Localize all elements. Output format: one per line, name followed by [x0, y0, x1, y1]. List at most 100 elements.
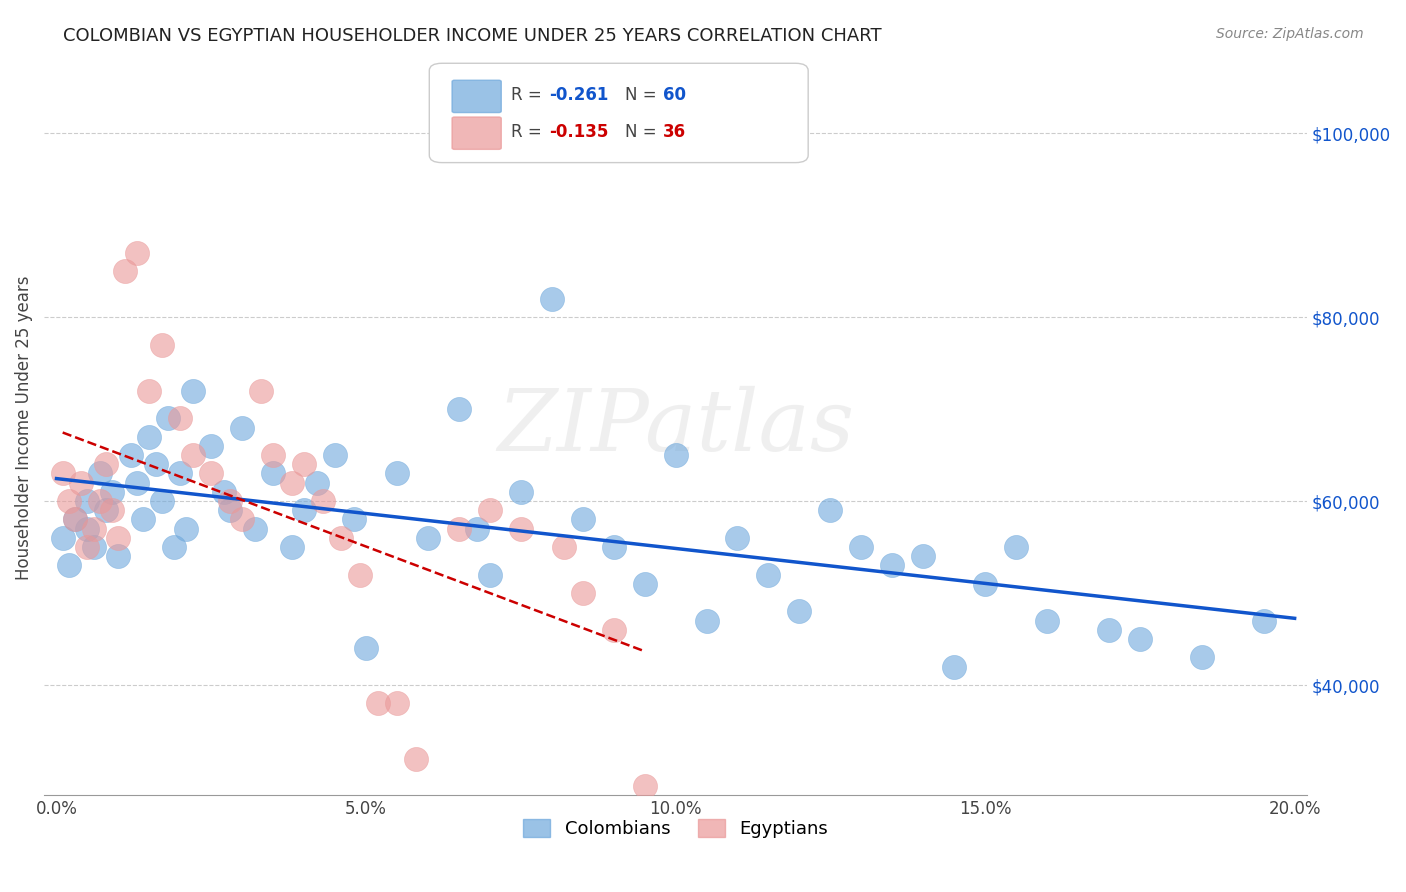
Point	[447, 402, 470, 417]
Point	[478, 567, 501, 582]
Text: R =: R =	[512, 123, 547, 141]
Point	[83, 522, 105, 536]
Point	[633, 577, 655, 591]
Point	[509, 484, 531, 499]
Point	[181, 448, 204, 462]
Point	[385, 467, 408, 481]
Point	[312, 494, 335, 508]
Text: -0.135: -0.135	[550, 123, 609, 141]
Point	[101, 503, 124, 517]
Point	[138, 430, 160, 444]
Point	[120, 448, 142, 462]
Point	[540, 292, 562, 306]
Point	[107, 549, 129, 564]
Point	[943, 659, 966, 673]
Point	[169, 411, 191, 425]
Point	[602, 623, 624, 637]
Point	[156, 411, 179, 425]
Point	[367, 697, 389, 711]
Point	[478, 503, 501, 517]
Point	[416, 531, 439, 545]
FancyBboxPatch shape	[451, 80, 502, 112]
Point	[1098, 623, 1121, 637]
Point	[218, 494, 240, 508]
Point	[101, 484, 124, 499]
Point	[243, 522, 266, 536]
Point	[83, 540, 105, 554]
Point	[63, 512, 86, 526]
Text: R =: R =	[512, 86, 547, 104]
Point	[132, 512, 155, 526]
Point	[200, 439, 222, 453]
Point	[664, 448, 686, 462]
Point	[851, 540, 873, 554]
Point	[385, 697, 408, 711]
Point	[696, 614, 718, 628]
Point	[280, 475, 302, 490]
Point	[509, 522, 531, 536]
Point	[176, 522, 198, 536]
Point	[974, 577, 997, 591]
Point	[107, 531, 129, 545]
FancyBboxPatch shape	[451, 117, 502, 149]
Text: COLOMBIAN VS EGYPTIAN HOUSEHOLDER INCOME UNDER 25 YEARS CORRELATION CHART: COLOMBIAN VS EGYPTIAN HOUSEHOLDER INCOME…	[63, 27, 882, 45]
Point	[571, 512, 593, 526]
Point	[76, 540, 98, 554]
Point	[70, 475, 93, 490]
Point	[181, 384, 204, 398]
Point	[52, 531, 75, 545]
Point	[58, 494, 80, 508]
Point	[52, 467, 75, 481]
Point	[405, 751, 427, 765]
Text: -0.261: -0.261	[550, 86, 609, 104]
Point	[249, 384, 271, 398]
Point	[138, 384, 160, 398]
Point	[330, 531, 353, 545]
Point	[354, 641, 377, 656]
Y-axis label: Householder Income Under 25 years: Householder Income Under 25 years	[15, 276, 32, 580]
Point	[145, 458, 167, 472]
Point	[262, 467, 284, 481]
Point	[114, 264, 136, 278]
Point	[89, 467, 111, 481]
Point	[1005, 540, 1028, 554]
Point	[280, 540, 302, 554]
Text: N =: N =	[626, 86, 662, 104]
Point	[200, 467, 222, 481]
Point	[76, 494, 98, 508]
Text: N =: N =	[626, 123, 662, 141]
Point	[94, 503, 117, 517]
Point	[150, 337, 173, 351]
Point	[323, 448, 346, 462]
Text: ZIPatlas: ZIPatlas	[496, 386, 853, 469]
Point	[602, 540, 624, 554]
Point	[212, 484, 235, 499]
Point	[150, 494, 173, 508]
Point	[912, 549, 935, 564]
Point	[758, 567, 780, 582]
Point	[218, 503, 240, 517]
Point	[63, 512, 86, 526]
Point	[125, 475, 148, 490]
Point	[125, 245, 148, 260]
Legend: Colombians, Egyptians: Colombians, Egyptians	[516, 812, 835, 846]
Point	[262, 448, 284, 462]
Point	[305, 475, 328, 490]
Point	[1253, 614, 1275, 628]
Point	[447, 522, 470, 536]
Point	[89, 494, 111, 508]
Point	[882, 558, 904, 573]
Point	[292, 503, 315, 517]
Point	[1036, 614, 1059, 628]
FancyBboxPatch shape	[429, 63, 808, 162]
Text: 36: 36	[664, 123, 686, 141]
Point	[231, 420, 253, 434]
Point	[163, 540, 186, 554]
Point	[76, 522, 98, 536]
Point	[58, 558, 80, 573]
Point	[633, 779, 655, 793]
Point	[553, 540, 575, 554]
Text: Source: ZipAtlas.com: Source: ZipAtlas.com	[1216, 27, 1364, 41]
Point	[231, 512, 253, 526]
Point	[727, 531, 749, 545]
